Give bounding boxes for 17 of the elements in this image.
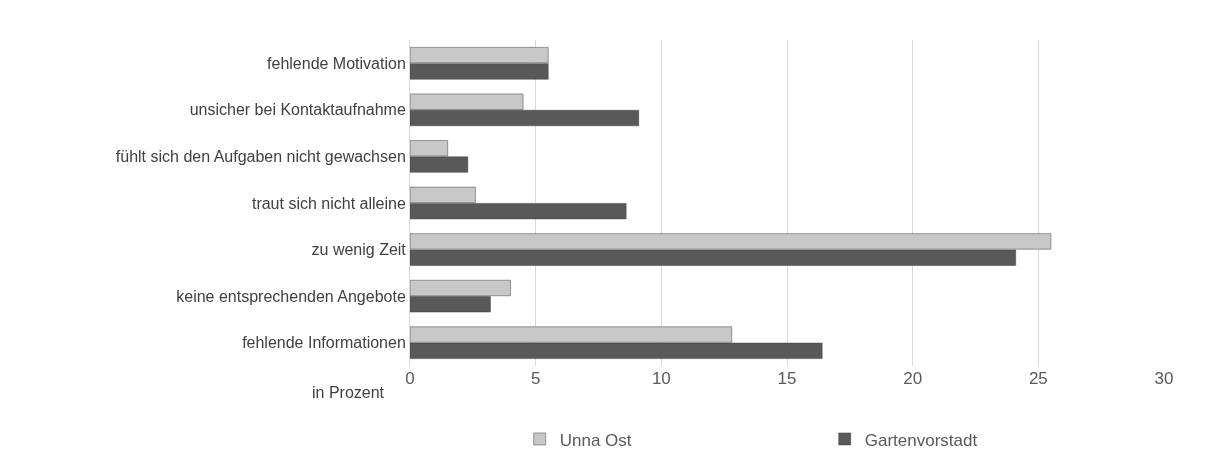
x-tick-label: 20 bbox=[903, 369, 923, 388]
y-tick-label: fehlende Informationen bbox=[242, 334, 406, 352]
x-tick-label: 25 bbox=[1028, 369, 1048, 388]
y-tick-label: zu wenig Zeit bbox=[311, 241, 407, 259]
legend-label: Unna Ost bbox=[559, 430, 632, 450]
x-tick-label: 15 bbox=[777, 369, 797, 388]
y-tick-label: fühlt sich den Aufgaben nicht gewachsen bbox=[115, 148, 406, 166]
y-tick-label: keine entsprechenden Angebote bbox=[176, 287, 406, 305]
x-tick-label: 10 bbox=[651, 369, 671, 388]
legend-label: Gartenvorstadt bbox=[864, 430, 978, 450]
x-tick-label: 5 bbox=[530, 369, 541, 388]
y-tick-label: unsicher bei Kontaktaufnahme bbox=[189, 101, 406, 119]
y-tick-label: traut sich nicht alleine bbox=[251, 194, 406, 212]
x-axis-title: in Prozent bbox=[312, 384, 385, 401]
x-tick-label: 0 bbox=[405, 369, 415, 388]
y-tick-label: fehlende Motivation bbox=[267, 54, 406, 72]
x-tick-label: 30 bbox=[1154, 369, 1174, 388]
